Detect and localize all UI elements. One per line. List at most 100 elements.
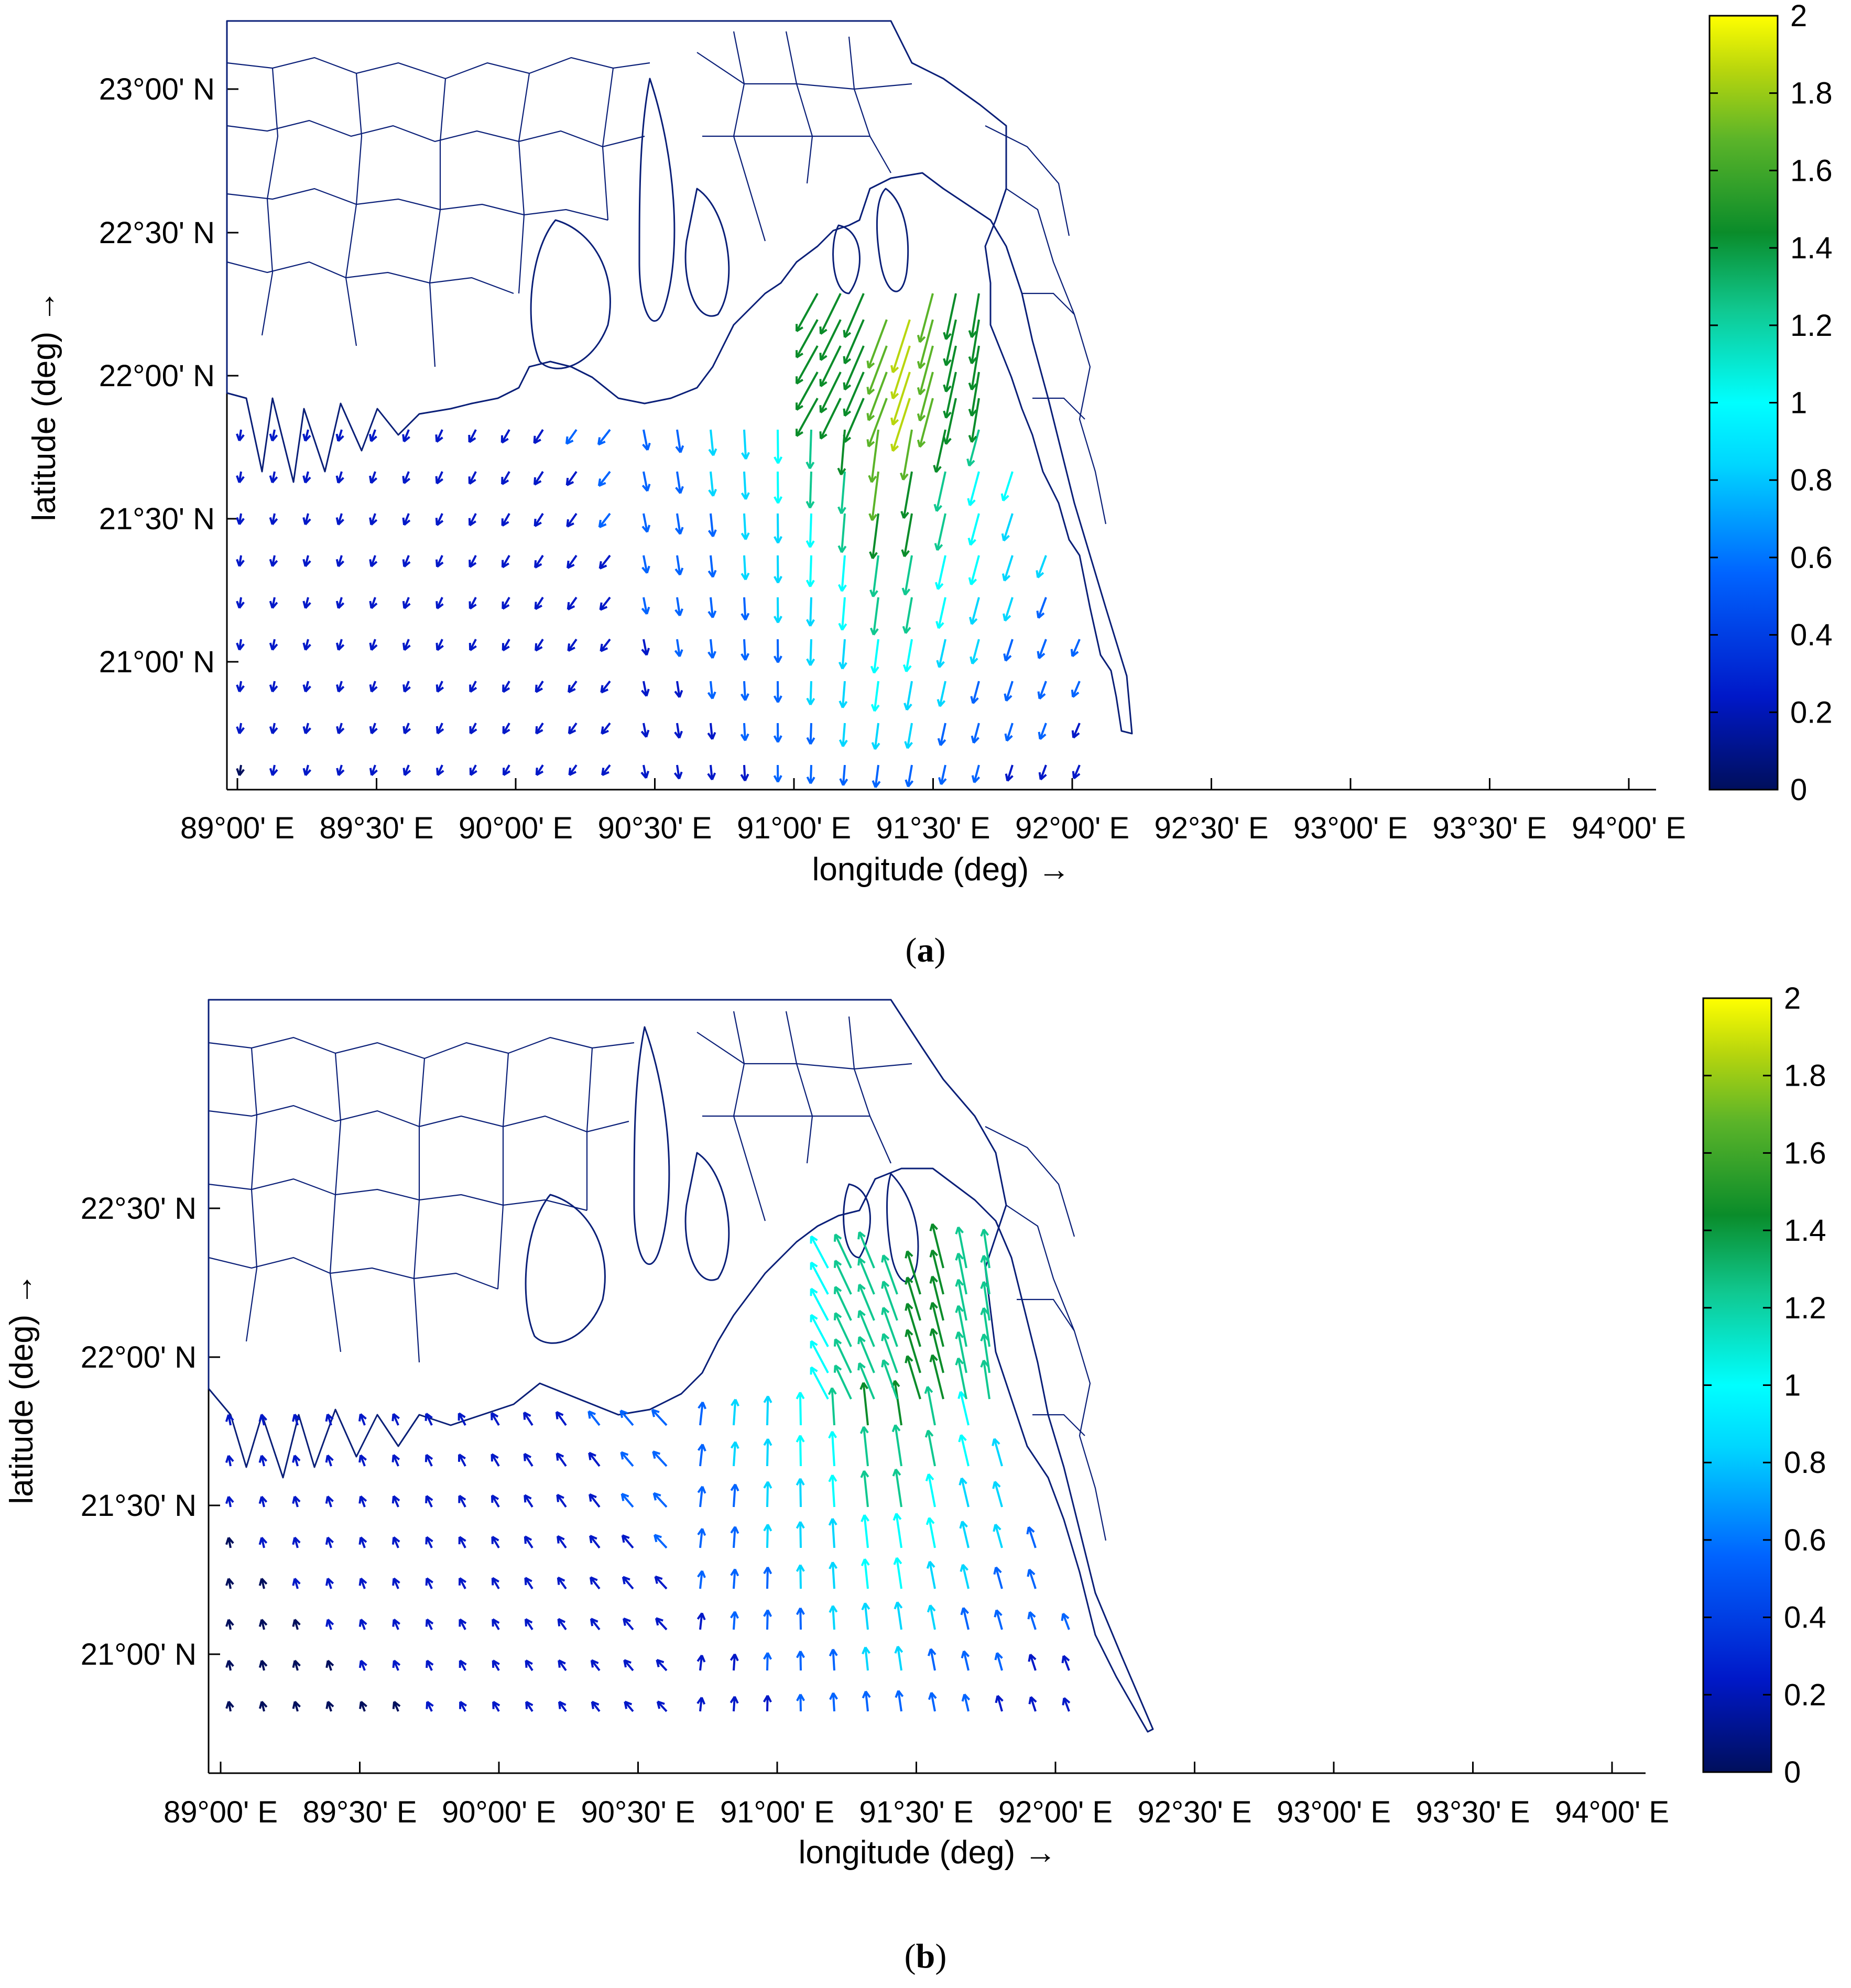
velocity-arrow [891, 372, 911, 425]
velocity-arrow-head [892, 1469, 897, 1477]
velocity-arrow-head [955, 1279, 960, 1287]
velocity-arrow-head [371, 519, 378, 526]
velocity-arrow [589, 1493, 601, 1508]
velocity-arrow-head [935, 505, 943, 512]
velocity-arrow-head [590, 1660, 594, 1668]
velocity-arrow [699, 1570, 703, 1589]
velocity-arrow-head [881, 1307, 885, 1315]
velocity-arrow-head [556, 1494, 559, 1502]
velocity-arrow-head [868, 388, 875, 395]
velocity-arrow [968, 471, 980, 506]
velocity-arrow-head [392, 1578, 395, 1586]
velocity-arrow-head [1004, 575, 1011, 582]
velocity-arrow-head [656, 1659, 660, 1667]
velocity-arrow-head [905, 1303, 909, 1311]
velocity-arrow-head [568, 647, 575, 652]
velocity-arrow [832, 1649, 835, 1671]
velocity-arrow-head [646, 648, 650, 656]
velocity-arrow-head [893, 1557, 898, 1565]
velocity-arrow-head [437, 770, 444, 776]
velocity-arrow [834, 1286, 852, 1321]
velocity-arrow-head [809, 658, 815, 666]
colorbar-tick-label: 0.8 [1784, 1446, 1826, 1480]
velocity-arrow-head [973, 737, 979, 744]
velocity-arrow [733, 1696, 736, 1712]
velocity-arrow [834, 1260, 852, 1295]
velocity-arrow-head [881, 1360, 885, 1368]
velocity-arrow-head [744, 653, 750, 661]
colorbar-tick-label: 2 [1790, 0, 1807, 33]
velocity-arrow-head [337, 519, 344, 526]
velocity-arrow-head [711, 691, 716, 700]
velocity-arrow [676, 513, 681, 534]
velocity-arrow [766, 1653, 769, 1671]
velocity-arrow [895, 1469, 902, 1508]
colorbar-tick-label: 1.8 [1790, 77, 1833, 111]
velocity-arrow [567, 596, 578, 610]
velocity-arrow-head [745, 532, 750, 540]
velocity-arrow-head [905, 1251, 909, 1259]
velocity-arrow-head [971, 331, 977, 338]
velocity-arrow [858, 1336, 875, 1373]
velocity-arrow [1073, 764, 1081, 779]
velocity-arrow [1006, 764, 1014, 781]
velocity-arrow [620, 1451, 634, 1467]
velocity-arrow [971, 398, 980, 443]
x-tick-label: 90°00' E [459, 811, 573, 845]
velocity-arrow [937, 555, 946, 590]
velocity-arrow-head [536, 729, 543, 735]
velocity-arrow [938, 639, 946, 668]
velocity-arrow [600, 638, 611, 652]
velocity-arrows-a [236, 293, 1081, 788]
velocity-arrow-head [654, 1576, 658, 1584]
velocity-arrow-head [777, 775, 782, 783]
velocity-arrow-head [861, 1602, 866, 1611]
velocity-arrow-head [971, 658, 978, 665]
velocity-arrow-head [470, 770, 477, 776]
velocity-arrow [935, 429, 946, 473]
velocity-arrow-head [619, 1410, 624, 1418]
velocity-arrow-head [874, 742, 880, 750]
velocity-arrow-head [271, 769, 278, 777]
velocity-arrow-head [970, 578, 977, 586]
velocity-arrow [1038, 681, 1047, 700]
velocity-arrow-head [679, 567, 684, 575]
velocity-arrow-head [238, 518, 245, 525]
velocity-arrow-head [711, 772, 716, 780]
velocity-arrow [743, 723, 746, 741]
velocity-arrow [601, 722, 611, 735]
velocity-arrow-head [841, 584, 847, 592]
velocity-arrow [871, 471, 879, 521]
velocity-arrow-head [919, 362, 926, 369]
velocity-arrow [938, 597, 946, 629]
velocity-arrow-head [971, 357, 977, 365]
velocity-arrow [643, 639, 648, 656]
velocity-arrow [534, 554, 544, 569]
velocity-arrow-head [225, 1701, 230, 1709]
velocity-arrow [840, 471, 846, 514]
velocity-arrow-head [712, 610, 717, 618]
velocity-arrow-head [697, 1528, 703, 1536]
velocity-arrow-head [906, 703, 912, 711]
velocity-arrow-head [937, 544, 943, 551]
velocity-arrow [962, 1607, 970, 1630]
velocity-arrow [652, 1450, 668, 1467]
y-ticks-b: 21°00' N 21°30' N 22°00' N 22°30' N [81, 1192, 220, 1672]
velocity-arrow [894, 1380, 902, 1426]
velocity-arrow [468, 429, 477, 443]
velocity-arrow [863, 1426, 869, 1467]
velocity-arrow-head [238, 476, 245, 484]
velocity-arrow [939, 723, 946, 746]
velocity-arrow-head [744, 693, 749, 701]
velocity-arrow [867, 345, 888, 395]
velocity-arrow-head [842, 778, 848, 786]
velocity-arrow-head [993, 1567, 997, 1575]
y-tick-label: 21°00' N [99, 645, 215, 679]
velocity-arrow-head [358, 1496, 362, 1504]
velocity-arrow-head [745, 492, 750, 500]
velocity-arrow [834, 1338, 852, 1373]
velocity-arrow [733, 1484, 736, 1508]
velocity-arrow-head [1038, 612, 1045, 619]
velocity-arrow-head [1037, 572, 1044, 578]
velocity-arrow-head [502, 604, 510, 610]
